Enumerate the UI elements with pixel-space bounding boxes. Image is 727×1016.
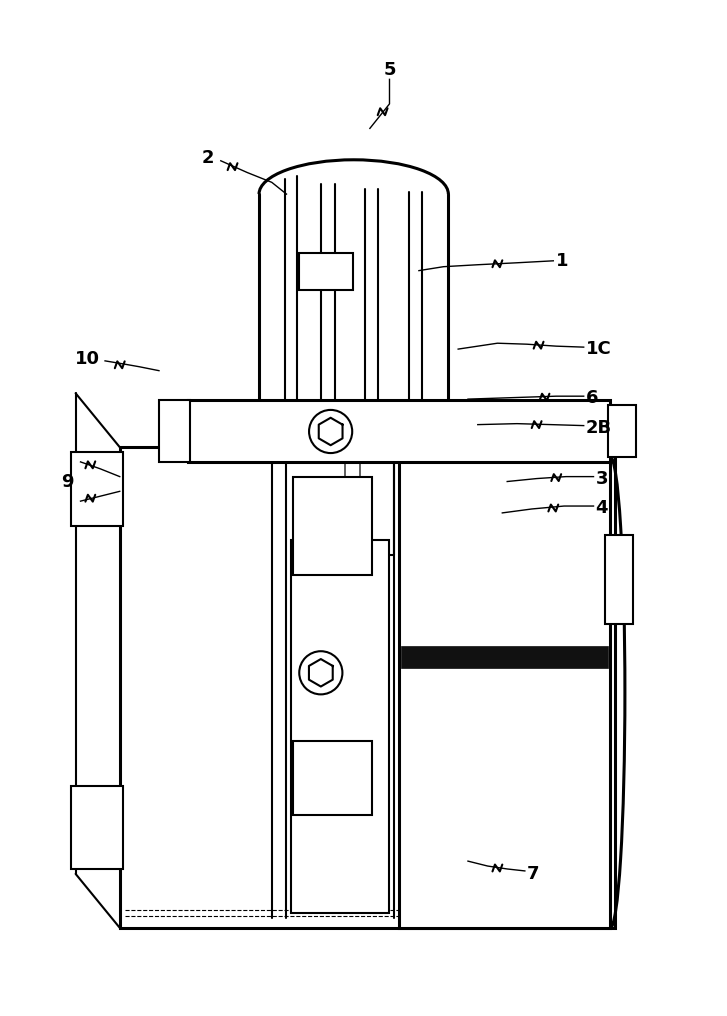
Text: 5: 5 (383, 61, 395, 78)
Bar (606, 535, 632, 624)
Bar (401, 646, 608, 668)
Bar (294, 477, 371, 575)
Text: 1C: 1C (586, 340, 611, 358)
Text: 2B: 2B (586, 419, 612, 437)
Bar (608, 405, 635, 457)
Bar (300, 253, 353, 291)
Bar (71, 452, 123, 525)
Text: 4: 4 (595, 499, 608, 517)
Bar (120, 447, 615, 928)
Bar (399, 457, 610, 928)
Text: 3: 3 (595, 469, 608, 488)
Text: 7: 7 (527, 865, 539, 883)
Bar (292, 541, 390, 913)
Bar (71, 785, 123, 869)
Bar (188, 400, 610, 462)
Bar (159, 400, 190, 462)
Text: 9: 9 (62, 472, 74, 491)
Text: 2: 2 (202, 148, 214, 167)
Text: 6: 6 (586, 389, 598, 407)
Text: 10: 10 (75, 350, 100, 368)
Text: 1: 1 (556, 252, 569, 270)
Bar (294, 742, 371, 815)
